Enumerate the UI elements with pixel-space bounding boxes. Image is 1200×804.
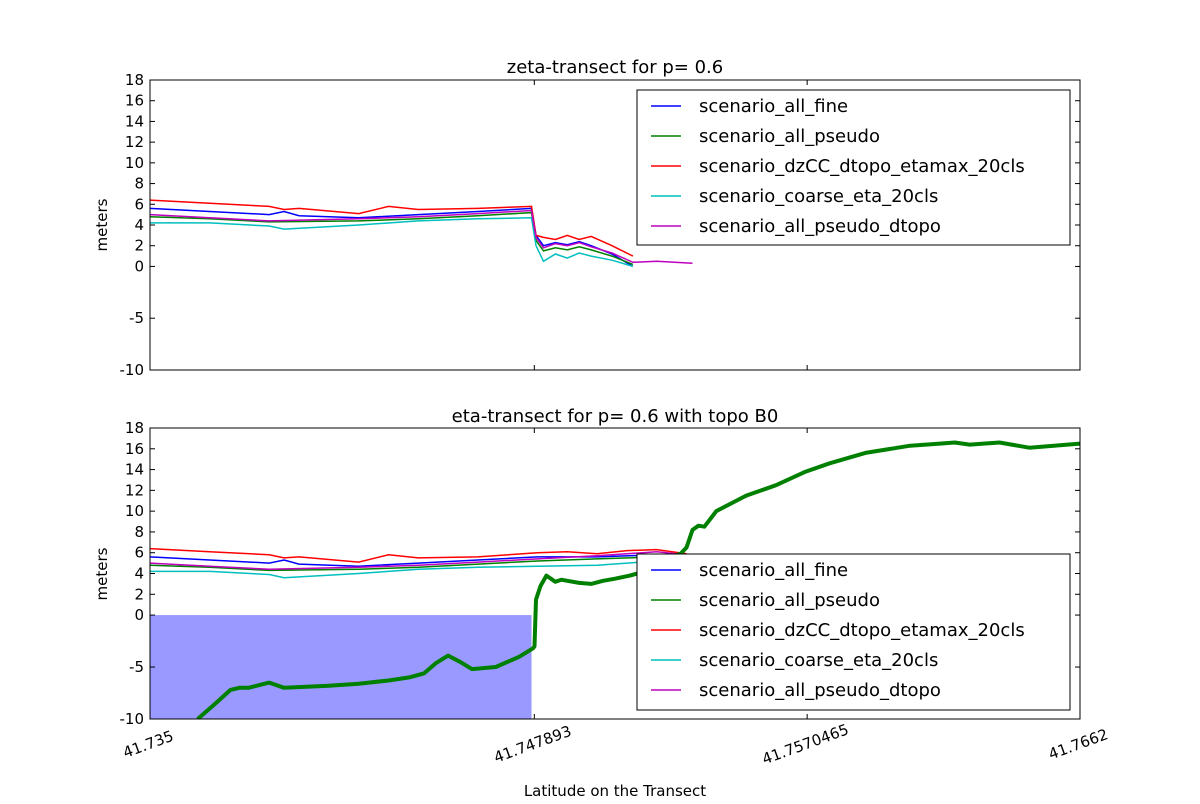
y-tick-label: 18 [125,71,144,89]
x-axis-label: Latitude on the Transect [524,782,706,800]
y-tick-label: 4 [134,216,144,234]
zeta-transect-panel: zeta-transect for p= 0.6 meters -10 -5 0 2 4… [93,57,1081,379]
legend: scenario_all_fine scenario_all_pseudoscen… [636,553,1071,711]
x-tick-label: 41.7662 [1046,725,1110,763]
plot-area: -10 -5 0 2 4 6 8 10 12 14 16 18 41.735 41.747893 41.75… [120,419,1111,768]
series-line-scenario-all-pseudo-dtopo [150,550,687,571]
y-tick-label: 12 [125,133,144,151]
y-tick-label: 8 [134,175,144,193]
legend-entry: scenario_all_pseudo [699,126,880,147]
x-tick-label: 41.7570465 [760,720,851,768]
x-tick-label: 41.747893 [491,722,573,767]
legend: scenario_all_fine scenario_all_pseudoscen… [636,89,1071,246]
y-tick-label: -10 [120,361,145,379]
plot-area: -10-5024681012141618scenario_all_finesce… [120,71,1081,379]
y-tick-label: 8 [134,523,144,541]
series-line-scenario-all-pseudo [150,556,687,572]
series-line-scenario-all-pseudo [150,211,634,266]
series-line-scenario-all-pseudo-dtopo [150,209,693,265]
series-line-scenario-dzCC-dtopo-etamax-20cls [150,547,687,563]
series-line-scenario-coarse-eta-20cls [150,558,687,579]
legend-entry: scenario_all_pseudo_dtopo [699,216,941,237]
series-line-scenario-all-fine [150,554,687,567]
legend-entry: scenario_coarse_eta_20cls [699,650,938,671]
eta-transect-panel: eta-transect for p= 0.6 with topo B0 met… [93,406,1111,800]
legend-entry: scenario_all_pseudo [699,590,880,611]
y-tick-label: 4 [134,565,144,583]
legend-entry: scenario_all_fine [699,96,848,117]
y-tick-label: 14 [125,112,144,130]
plot-content [150,440,1080,719]
y-tick-label: 2 [134,585,144,603]
y-tick-label: -5 [129,658,144,676]
plot-content [150,199,693,268]
x-tick-label: 41.735 [121,727,176,762]
y-tick-label: 0 [134,606,144,624]
series-line-scenario-coarse-eta-20cls [150,217,634,268]
y-tick-label: 16 [125,92,144,110]
legend-entry: scenario_all_fine [699,560,848,581]
y-tick-label: 18 [125,419,144,437]
chart-title: zeta-transect for p= 0.6 [507,57,723,78]
legend-entry: scenario_coarse_eta_20cls [699,186,938,207]
legend-box [636,553,1071,711]
y-tick-label: 0 [134,257,144,275]
y-tick-label: 2 [134,237,144,255]
y-tick-label: 6 [134,544,144,562]
y-axis-label: meters [93,198,111,251]
y-tick-label: 6 [134,195,144,213]
y-tick-label: 10 [125,502,144,520]
legend-box [636,89,1071,246]
chart-title: eta-transect for p= 0.6 with topo B0 [452,406,779,427]
series-line-scenario-dzCC-dtopo-etamax-20cls [150,199,634,257]
y-axis-label: meters [93,547,111,600]
legend-entry: scenario_dzCC_dtopo_etamax_20cls [699,156,1025,177]
topo-line [196,440,1080,719]
y-tick-label: -10 [120,710,145,728]
y-tick-label: 16 [125,440,144,458]
y-tick-label: 10 [125,154,144,172]
y-tick-label: -5 [129,309,144,327]
y-tick-label: 12 [125,481,144,499]
legend-entry: scenario_all_pseudo_dtopo [699,680,941,701]
y-tick-label: 14 [125,461,144,479]
legend-entry: scenario_dzCC_dtopo_etamax_20cls [699,620,1025,641]
